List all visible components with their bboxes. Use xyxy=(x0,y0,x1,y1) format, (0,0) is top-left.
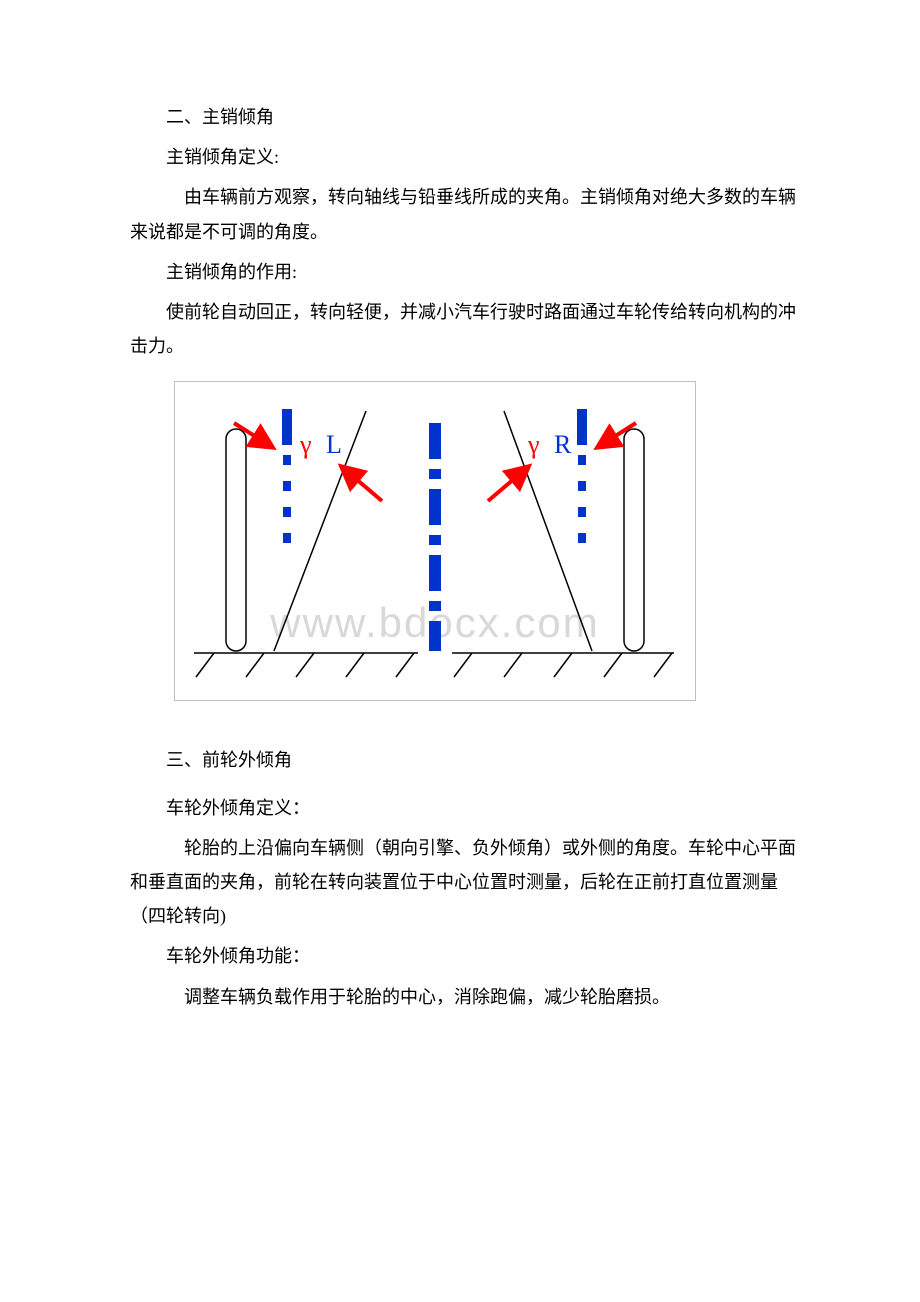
section3-def-body: 轮胎的上沿偏向车辆侧（朝向引擎、负外倾角）或外侧的角度。车轮中心平面和垂直面的夹… xyxy=(130,831,810,934)
section2-func-body: 使前轮自动回正，转向轻便，并减小汽车行驶时路面通过车轮传给转向机构的冲击力。 xyxy=(130,295,810,363)
section3-def-label: 车轮外倾角定义： xyxy=(130,791,810,825)
svg-text:R: R xyxy=(554,430,572,459)
section2-def-label: 主销倾角定义: xyxy=(130,140,810,174)
section2-func-label: 主销倾角的作用: xyxy=(130,255,810,289)
section3-heading: 三、前轮外倾角 xyxy=(130,743,810,777)
section2-def-body: 由车辆前方观察，转向轴线与铅垂线所成的夹角。主销倾角对绝大多数的车辆来说都是不可… xyxy=(130,180,810,248)
kingpin-inclination-diagram: www.bdocx.comγLγR xyxy=(174,381,810,712)
svg-text:L: L xyxy=(326,430,342,459)
svg-text:γ: γ xyxy=(527,430,540,459)
section3-func-body: 调整车辆负载作用于轮胎的中心，消除跑偏，减少轮胎磨损。 xyxy=(130,980,810,1014)
svg-text:γ: γ xyxy=(299,430,312,459)
section3-func-label: 车轮外倾角功能： xyxy=(130,939,810,973)
section2-heading: 二、主销倾角 xyxy=(130,100,810,134)
